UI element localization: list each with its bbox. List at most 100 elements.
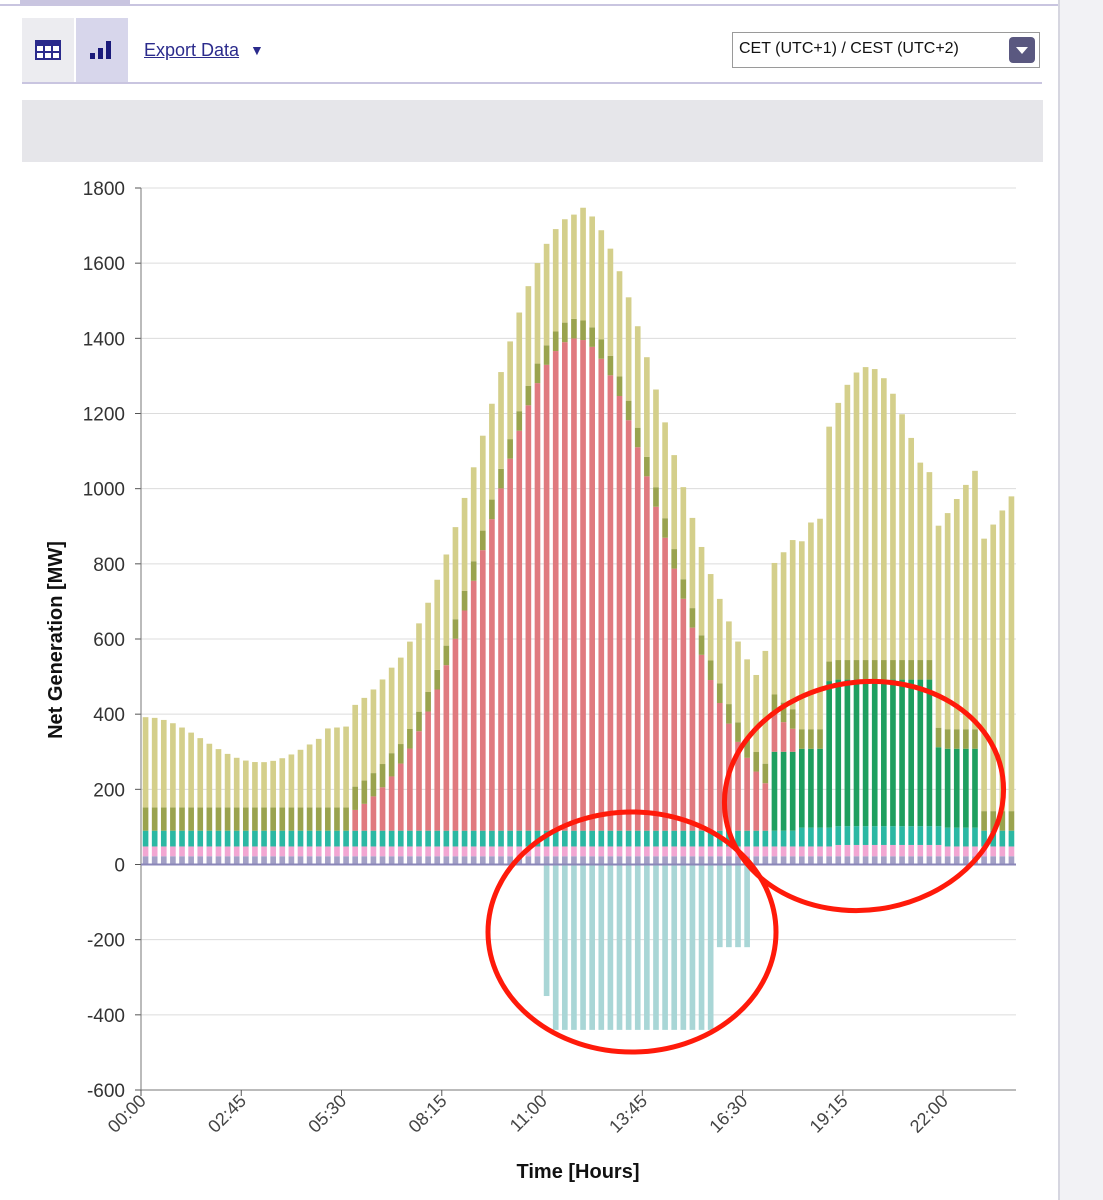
biomass-bar: [443, 846, 450, 857]
wind-bar: [616, 271, 623, 377]
biomass-bar: [242, 846, 249, 857]
biomass-bar: [826, 846, 832, 857]
timezone-select[interactable]: CET (UTC+1) / CEST (UTC+2): [732, 32, 1040, 68]
solar-bar: [625, 420, 632, 831]
gas-bar: [160, 830, 167, 847]
other-bar: [224, 807, 231, 831]
top-border: [0, 4, 1058, 6]
wind-bar: [917, 462, 924, 661]
biomass-bar: [252, 846, 258, 857]
biomass-bar: [552, 846, 559, 857]
gas-bar: [871, 826, 878, 845]
base-bar: [671, 856, 678, 865]
gas-bar: [334, 830, 340, 847]
biomass-bar: [270, 846, 276, 857]
base-bar: [871, 856, 878, 865]
wind-bar: [252, 762, 258, 808]
base-bar: [616, 856, 623, 865]
biomass-bar: [379, 846, 386, 857]
gas-bar: [170, 830, 176, 847]
wind-bar: [507, 341, 513, 440]
y-tick-label: 1600: [83, 254, 125, 275]
base-bar: [552, 856, 559, 865]
base-bar: [379, 856, 386, 865]
wind-bar: [534, 263, 541, 364]
other-bar: [826, 661, 832, 682]
solar-bar: [434, 689, 441, 831]
wind-bar: [452, 527, 459, 620]
base-bar: [179, 856, 185, 865]
dropdown-arrow-icon[interactable]: [1009, 37, 1035, 63]
base-bar: [817, 856, 823, 865]
solar-bar: [607, 375, 614, 831]
gas-bar: [917, 826, 924, 845]
gas-bar: [215, 830, 222, 847]
gas-bar: [817, 827, 823, 847]
gas-bar: [753, 830, 760, 847]
x-tick-label: 11:00: [506, 1091, 551, 1136]
wind-bar: [625, 297, 632, 401]
gas-bar: [981, 830, 987, 847]
gas-bar: [726, 830, 732, 847]
base-bar: [334, 856, 340, 865]
wind-bar: [653, 389, 659, 488]
caret-down-icon[interactable]: ▼: [250, 42, 264, 58]
biomass-bar: [352, 846, 359, 857]
other-bar: [315, 807, 322, 831]
gas-bar: [616, 830, 623, 847]
other-bar: [388, 753, 395, 777]
wind-bar: [698, 546, 705, 636]
base-bar: [525, 856, 532, 865]
gas-bar: [151, 830, 158, 847]
base-bar: [917, 856, 924, 865]
biomass-bar: [261, 846, 267, 857]
gas-bar: [953, 827, 960, 847]
wind-bar: [999, 510, 1006, 812]
gas-bar: [771, 830, 778, 847]
chart-header-band: [22, 100, 1043, 162]
y-tick-label: 800: [93, 555, 125, 576]
export-data-link[interactable]: Export Data: [144, 40, 240, 60]
biomass-bar: [680, 846, 687, 857]
biomass-bar: [206, 846, 213, 857]
pumping-bar: [634, 864, 641, 1030]
base-bar: [798, 856, 805, 865]
y-tick-label: -600: [87, 1081, 125, 1102]
annotation-ellipse-pumping: [485, 809, 779, 1055]
biomass-bar: [334, 846, 340, 857]
base-bar: [607, 856, 614, 865]
solar-bar: [634, 447, 641, 831]
other-bar: [1008, 811, 1015, 831]
wind-bar: [881, 378, 887, 661]
other-bar: [370, 773, 377, 797]
other-bar: [215, 807, 222, 831]
solar-bar: [479, 550, 486, 831]
wind-bar: [726, 621, 732, 705]
wind-bar: [580, 207, 586, 321]
biomass-bar: [407, 846, 413, 857]
biomass-bar: [170, 846, 176, 857]
other-bar: [343, 807, 349, 831]
y-tick-label: -200: [87, 931, 125, 952]
gas-bar: [479, 830, 486, 847]
wind-bar: [233, 757, 240, 808]
wind-bar: [689, 517, 696, 609]
biomass-bar: [944, 846, 951, 857]
biomass-bar: [325, 846, 331, 857]
wind-bar: [571, 214, 577, 319]
wind-bar: [279, 758, 286, 808]
table-view-button[interactable]: [22, 18, 74, 82]
pumping-bar: [698, 864, 705, 1030]
chart-view-button[interactable]: [76, 18, 128, 82]
biomass-bar: [935, 844, 942, 857]
other-bar: [607, 355, 614, 376]
solar-bar: [653, 506, 659, 831]
other-bar: [598, 339, 605, 359]
base-bar: [808, 856, 814, 865]
wind-bar: [744, 659, 750, 739]
other-bar: [844, 660, 851, 680]
gas-bar: [552, 830, 559, 847]
base-bar: [598, 856, 605, 865]
biomass-bar: [707, 846, 714, 857]
gas-bar: [370, 830, 377, 847]
